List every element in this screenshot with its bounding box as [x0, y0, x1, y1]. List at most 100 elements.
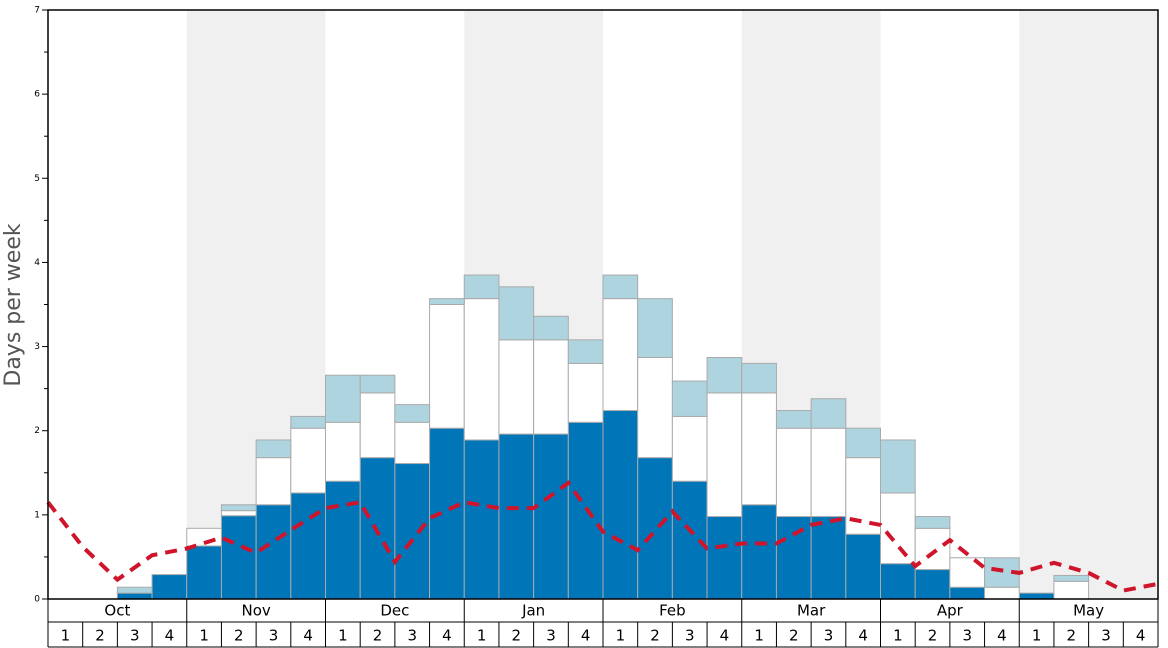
bar-segment: [220, 504, 257, 512]
week-label: 1: [338, 627, 348, 645]
trend-line: [46, 480, 1159, 593]
month-label: Apr: [937, 602, 964, 620]
month-label: Oct: [104, 602, 130, 620]
week-label: 3: [546, 627, 556, 645]
week-label: 3: [685, 627, 695, 645]
bar-segment: [775, 410, 812, 429]
bar-segment: [845, 457, 881, 535]
bar-segment: [637, 298, 673, 359]
bar-segment: [186, 545, 222, 600]
shaded-band: [1019, 10, 1158, 599]
bar-segment: [810, 398, 847, 429]
week-label: 4: [581, 627, 591, 645]
bar-segment: [949, 586, 986, 600]
week-label: 3: [407, 627, 417, 645]
week-label: 3: [269, 627, 279, 645]
bar-segment: [394, 404, 431, 423]
week-label: 3: [962, 627, 972, 645]
bar-segment: [741, 504, 777, 600]
month-label: May: [1073, 602, 1104, 620]
bar-segment: [325, 374, 361, 423]
month-label: Feb: [659, 602, 686, 620]
week-label: 4: [442, 627, 452, 645]
week-label: 4: [997, 627, 1007, 645]
bar-segment: [533, 315, 569, 341]
week-label: 2: [512, 627, 522, 645]
bar-segment: [914, 516, 951, 529]
bar-segment: [394, 421, 431, 465]
bar-segment: [1053, 574, 1090, 582]
week-label: 1: [61, 627, 71, 645]
week-label: 2: [928, 627, 938, 645]
bar-segment: [845, 427, 881, 459]
week-label: 2: [373, 627, 383, 645]
week-label: 4: [303, 627, 313, 645]
bar-segment: [116, 586, 153, 594]
week-label: 3: [1101, 627, 1111, 645]
week-label: 3: [824, 627, 834, 645]
bar-segment: [429, 304, 465, 429]
bar-segment: [671, 415, 708, 482]
month-label: Mar: [797, 602, 826, 620]
bar-segment: [533, 433, 569, 600]
bar-segment: [255, 457, 292, 506]
week-label: 2: [234, 627, 244, 645]
bar-segment: [567, 339, 604, 364]
month-label: Nov: [241, 602, 270, 620]
week-label: 1: [199, 627, 209, 645]
bar-segment: [394, 463, 431, 600]
bar-segment: [637, 357, 673, 459]
y-tick-label: 2: [34, 426, 40, 436]
bar-segment: [741, 392, 777, 506]
bar-segment: [359, 374, 396, 394]
bar-segment: [255, 439, 292, 459]
bar-segment: [810, 427, 847, 518]
week-label: 4: [720, 627, 730, 645]
bar-segment: [880, 492, 916, 565]
bar-segment: [533, 339, 569, 435]
bar-segment: [429, 427, 465, 600]
week-label: 1: [1032, 627, 1042, 645]
bar-segment: [1053, 580, 1090, 600]
bar-segment: [498, 433, 535, 600]
y-axis-label: Days per week: [1, 223, 26, 386]
bar-segment: [706, 357, 743, 394]
bar-segment: [290, 427, 326, 494]
bar-segment: [567, 362, 604, 423]
y-tick-label: 7: [34, 6, 40, 16]
week-label: 2: [650, 627, 660, 645]
y-tick-label: 4: [34, 258, 40, 268]
bar-segment: [706, 392, 743, 518]
bar-segment: [914, 569, 951, 600]
y-tick-label: 0: [34, 595, 40, 605]
bar-segment: [775, 516, 812, 600]
bar-segment: [671, 380, 708, 417]
bar-segment: [325, 421, 361, 482]
bar-segment: [810, 516, 847, 600]
bar-segment: [290, 415, 326, 429]
bar-segment: [151, 574, 188, 600]
y-tick-label: 1: [34, 510, 40, 520]
bar-segment: [463, 439, 500, 600]
bar-segment: [463, 298, 500, 441]
bar-segment: [741, 362, 777, 394]
bar-segment: [880, 563, 916, 600]
bar-segment: [498, 339, 535, 435]
bar-segment: [255, 504, 292, 600]
week-label: 2: [1067, 627, 1077, 645]
bar-segment: [290, 492, 326, 600]
y-tick-label: 6: [34, 90, 40, 100]
week-label: 4: [1136, 627, 1146, 645]
bar-segment: [325, 480, 361, 600]
week-label: 4: [165, 627, 175, 645]
week-label: 1: [893, 627, 903, 645]
week-label: 3: [130, 627, 140, 645]
bar-segment: [498, 286, 535, 341]
bar-segment: [845, 533, 881, 600]
bar-segment: [1018, 592, 1055, 600]
week-label: 1: [616, 627, 626, 645]
bar-segment: [984, 586, 1020, 600]
bar-segment: [706, 516, 743, 600]
y-tick-label: 3: [34, 342, 40, 352]
